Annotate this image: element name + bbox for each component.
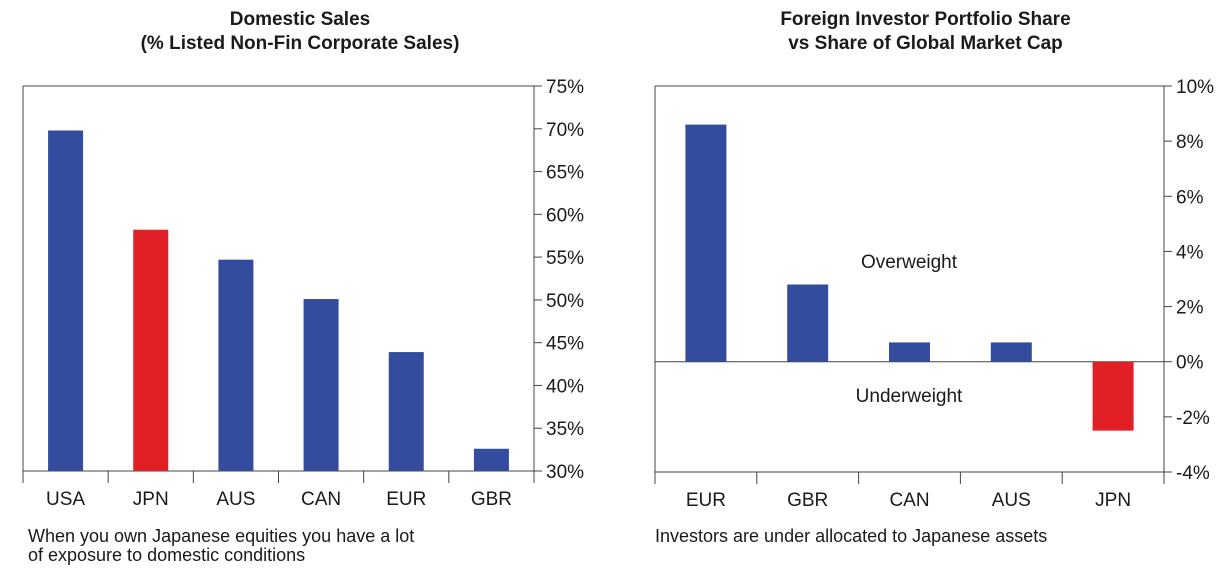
bar-can <box>889 342 930 362</box>
y-tick-label: 8% <box>1176 132 1204 153</box>
bar-eur <box>388 352 424 471</box>
caption-line1: When you own Japanese equities you have … <box>28 526 415 546</box>
y-tick-label: 0% <box>1176 353 1204 374</box>
y-tick-label: 70% <box>546 120 584 141</box>
bar-eur <box>685 124 727 362</box>
x-tick-label: EUR <box>686 490 726 511</box>
x-tick-label: CAN <box>889 490 929 511</box>
y-tick-label: 40% <box>546 376 584 397</box>
y-tick-label: 55% <box>546 248 584 269</box>
y-tick-label: 75% <box>546 77 584 98</box>
x-tick-label: USA <box>46 489 85 510</box>
y-tick-label: 35% <box>546 419 584 440</box>
x-tick-label: EUR <box>386 489 426 510</box>
chart-title-line1: Domestic Sales <box>229 9 371 30</box>
chart-caption: Investors are under allocated to Japanes… <box>655 527 1047 546</box>
chart-caption: When you own Japanese equities you have … <box>28 527 414 565</box>
y-tick-label: 4% <box>1176 242 1204 263</box>
x-tick-label: JPN <box>133 489 169 510</box>
bar-jpn <box>1092 361 1134 431</box>
bar-gbr <box>473 448 509 471</box>
chart-plot: 30% 35% 40% 45% 50% 55% 60% 65% 70% 75% USA JPN AUS C… <box>22 77 584 510</box>
caption-line2: of exposure to domestic conditions <box>28 545 306 565</box>
x-tick-label: GBR <box>471 489 512 510</box>
y-tick-label: 6% <box>1176 187 1204 208</box>
bar-can <box>303 299 339 471</box>
chart-title-line2: (% Listed Non-Fin Corporate Sales) <box>140 33 460 54</box>
bar-jpn <box>133 229 169 471</box>
y-tick-label: -4% <box>1176 463 1210 484</box>
chart-foreign-investor-share: Foreign Investor Portfolio Share vs Shar… <box>620 0 1231 573</box>
chart-title: Foreign Investor Portfolio Share vs Shar… <box>620 8 1231 56</box>
y-tick-label: 2% <box>1176 298 1204 319</box>
x-tick-label: AUS <box>216 489 255 510</box>
bar-gbr <box>787 284 829 362</box>
x-tick-label: AUS <box>992 490 1031 511</box>
x-tick-label: JPN <box>1095 490 1131 511</box>
bar-aus <box>990 342 1032 362</box>
chart-plot: -4% -2% 0% 2% 4% 6% 8% 10% EUR GBR CAN AUS JPN Overwe… <box>654 77 1214 511</box>
y-tick-label: 10% <box>1176 77 1214 98</box>
y-tick-label: 45% <box>546 334 584 355</box>
annotation-overweight: Overweight <box>861 252 958 273</box>
y-tick-label: 50% <box>546 291 584 312</box>
caption-line1: Investors are under allocated to Japanes… <box>655 526 1048 546</box>
chart-domestic-sales: Domestic Sales (% Listed Non-Fin Corpora… <box>0 0 600 573</box>
annotation-underweight: Underweight <box>856 386 963 407</box>
y-tick-label: 65% <box>546 163 584 184</box>
x-tick-label: CAN <box>301 489 341 510</box>
bar-aus <box>218 259 254 471</box>
chart-title-line2: vs Share of Global Market Cap <box>788 33 1063 54</box>
x-tick-label: GBR <box>787 490 828 511</box>
bar-usa <box>48 130 84 471</box>
chart-title-line1: Foreign Investor Portfolio Share <box>780 9 1071 30</box>
chart-title: Domestic Sales (% Listed Non-Fin Corpora… <box>0 8 600 56</box>
y-tick-label: -2% <box>1176 408 1210 429</box>
y-tick-label: 60% <box>546 205 584 226</box>
y-tick-label: 30% <box>546 462 584 483</box>
